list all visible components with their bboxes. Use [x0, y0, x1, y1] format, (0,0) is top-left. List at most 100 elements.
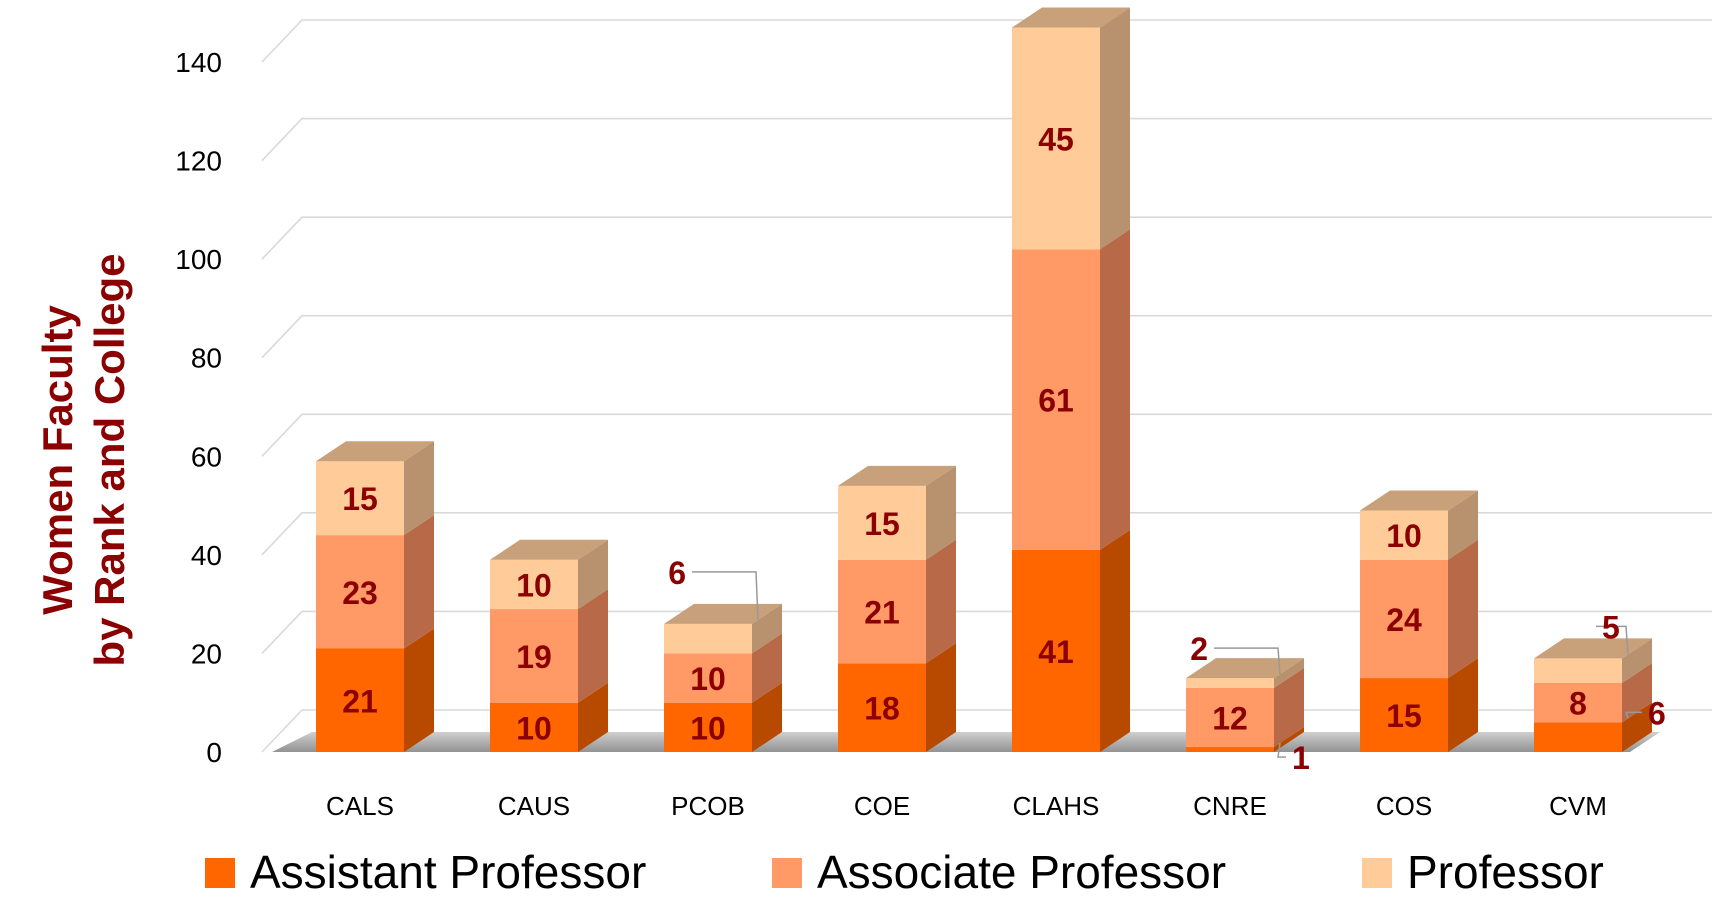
data-label: 2: [1190, 631, 1208, 667]
y-tick-label: 60: [191, 441, 222, 472]
bar-segment: [1534, 638, 1652, 683]
bar-front: [1012, 549, 1100, 752]
bar-segment: [1186, 727, 1304, 752]
data-label: 15: [342, 481, 378, 517]
bar-top: [1012, 7, 1130, 28]
bar-side: [1274, 658, 1304, 688]
gridlines: [261, 19, 1712, 753]
bar-segment: [664, 603, 782, 654]
bar-segment: [1534, 702, 1652, 752]
bar-segment: [316, 441, 434, 536]
bar-side: [1622, 702, 1652, 752]
y-axis-title-line2: by Rank and College: [86, 253, 133, 666]
x-category-label: CLAHS: [1013, 791, 1100, 821]
chart-floor: [272, 732, 1660, 752]
bar-segment: [1012, 529, 1130, 752]
bar-segment: [1012, 7, 1130, 250]
bar-side: [1622, 638, 1652, 683]
gridline: [261, 314, 1712, 359]
bar-side: [1100, 7, 1130, 250]
bar-side: [926, 643, 956, 752]
bar-segment: [490, 682, 608, 752]
bar-front: [316, 535, 404, 649]
bar-front: [1186, 687, 1274, 748]
gridline: [261, 512, 1712, 556]
bar-top: [664, 603, 782, 624]
legend-swatch: [205, 858, 235, 888]
bar-front: [838, 559, 926, 664]
bar-segment: [1360, 658, 1478, 752]
leader-line: [1214, 647, 1281, 675]
bar-segment: [838, 465, 956, 560]
bar-side: [1448, 539, 1478, 679]
data-labels: 21 23 15 10 19 10 10 10 6 18 21 15 41 61 45 1 122 15 24 10 6…: [342, 121, 1666, 776]
bar-top: [1186, 658, 1304, 679]
x-category-label: COE: [854, 791, 910, 821]
bar-side: [404, 441, 434, 536]
bar-segment: [1534, 663, 1652, 723]
bar-segment: [490, 589, 608, 703]
legend-label: Professor: [1407, 846, 1604, 898]
y-tick-label: 120: [175, 146, 222, 177]
legend-label: Assistant Professor: [250, 846, 646, 898]
bar-segment: [1360, 539, 1478, 679]
bar-side: [1448, 490, 1478, 560]
bar-front: [1012, 249, 1100, 550]
bar-side: [1274, 727, 1304, 752]
data-label: 5: [1602, 609, 1620, 645]
data-label: 10: [690, 710, 726, 746]
data-label: 10: [1386, 518, 1422, 554]
bar-front: [838, 663, 926, 752]
bar-side: [752, 633, 782, 703]
bar-top: [838, 465, 956, 486]
bar-front: [316, 461, 404, 536]
data-label: 10: [516, 567, 552, 603]
y-tick-label: 40: [191, 540, 222, 571]
gridline: [261, 117, 1712, 162]
bar-front: [1534, 683, 1622, 723]
leader-line: [1624, 711, 1642, 719]
bar-top: [1360, 490, 1478, 511]
data-label: 19: [516, 639, 552, 675]
data-label: 23: [342, 575, 378, 611]
data-label: 18: [864, 691, 900, 727]
bar-front: [1534, 658, 1622, 683]
bar-segment: [316, 628, 434, 752]
bar-segment: [490, 539, 608, 610]
bar-side: [404, 628, 434, 752]
bar-front: [838, 485, 926, 560]
bar-front: [490, 609, 578, 703]
bar-side: [578, 682, 608, 752]
floor-plane: [272, 732, 1660, 752]
bar-front: [1186, 678, 1274, 688]
bar-front: [664, 623, 752, 654]
bar-segment: [838, 643, 956, 752]
leader-line: [1596, 625, 1629, 655]
data-label: 45: [1038, 121, 1074, 157]
bar-side: [1622, 663, 1652, 723]
bar-side: [926, 465, 956, 560]
bar-front: [664, 653, 752, 703]
bar-top: [490, 539, 608, 560]
bar-front: [490, 702, 578, 752]
x-category-label: CNRE: [1193, 791, 1267, 821]
data-label: 15: [1386, 698, 1422, 734]
bar-segment: [664, 682, 782, 752]
bar-side: [404, 515, 434, 649]
bar-front: [1360, 510, 1448, 560]
legend-item: Assistant Professor: [205, 846, 646, 898]
y-tick-label: 80: [191, 343, 222, 374]
bar-segment: [838, 539, 956, 664]
data-label: 24: [1386, 602, 1422, 638]
bar-side: [752, 682, 782, 752]
bar-side: [752, 603, 782, 654]
bar-front: [664, 702, 752, 752]
legend-item: Professor: [1362, 846, 1604, 898]
data-label: 12: [1212, 701, 1248, 737]
y-axis-title: Women Faculty by Rank and College: [34, 253, 133, 666]
y-tick-label: 100: [175, 244, 222, 275]
legend-swatch: [772, 858, 802, 888]
data-label: 21: [864, 595, 900, 631]
gridline: [261, 19, 1712, 63]
